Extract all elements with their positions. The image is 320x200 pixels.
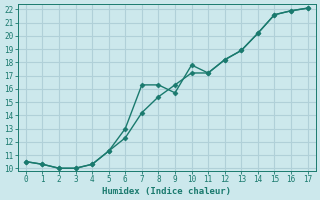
X-axis label: Humidex (Indice chaleur): Humidex (Indice chaleur) <box>102 187 231 196</box>
